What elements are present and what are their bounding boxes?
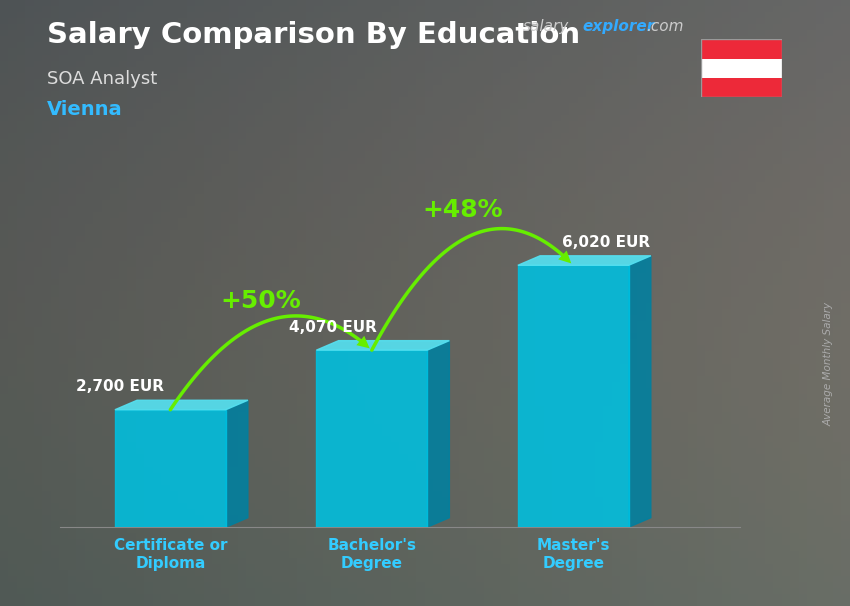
- Text: 2,700 EUR: 2,700 EUR: [76, 379, 164, 395]
- Text: +48%: +48%: [422, 198, 503, 222]
- Bar: [701, 39, 782, 59]
- Polygon shape: [518, 256, 651, 265]
- Text: salary: salary: [523, 19, 569, 35]
- Text: Vienna: Vienna: [47, 100, 122, 119]
- Polygon shape: [518, 265, 629, 527]
- Text: 4,070 EUR: 4,070 EUR: [289, 320, 377, 335]
- Polygon shape: [226, 400, 248, 527]
- Text: +50%: +50%: [221, 289, 302, 313]
- Bar: [701, 78, 782, 97]
- Text: 6,020 EUR: 6,020 EUR: [563, 235, 650, 250]
- Polygon shape: [316, 341, 450, 350]
- Bar: [701, 59, 782, 78]
- Polygon shape: [629, 256, 651, 527]
- Polygon shape: [115, 410, 226, 527]
- Text: Average Monthly Salary: Average Monthly Salary: [824, 302, 834, 425]
- Text: .com: .com: [646, 19, 683, 35]
- Text: Salary Comparison By Education: Salary Comparison By Education: [47, 21, 580, 49]
- Text: SOA Analyst: SOA Analyst: [47, 70, 157, 88]
- Polygon shape: [316, 350, 428, 527]
- Text: explorer: explorer: [582, 19, 654, 35]
- Polygon shape: [428, 341, 450, 527]
- Polygon shape: [115, 400, 248, 410]
